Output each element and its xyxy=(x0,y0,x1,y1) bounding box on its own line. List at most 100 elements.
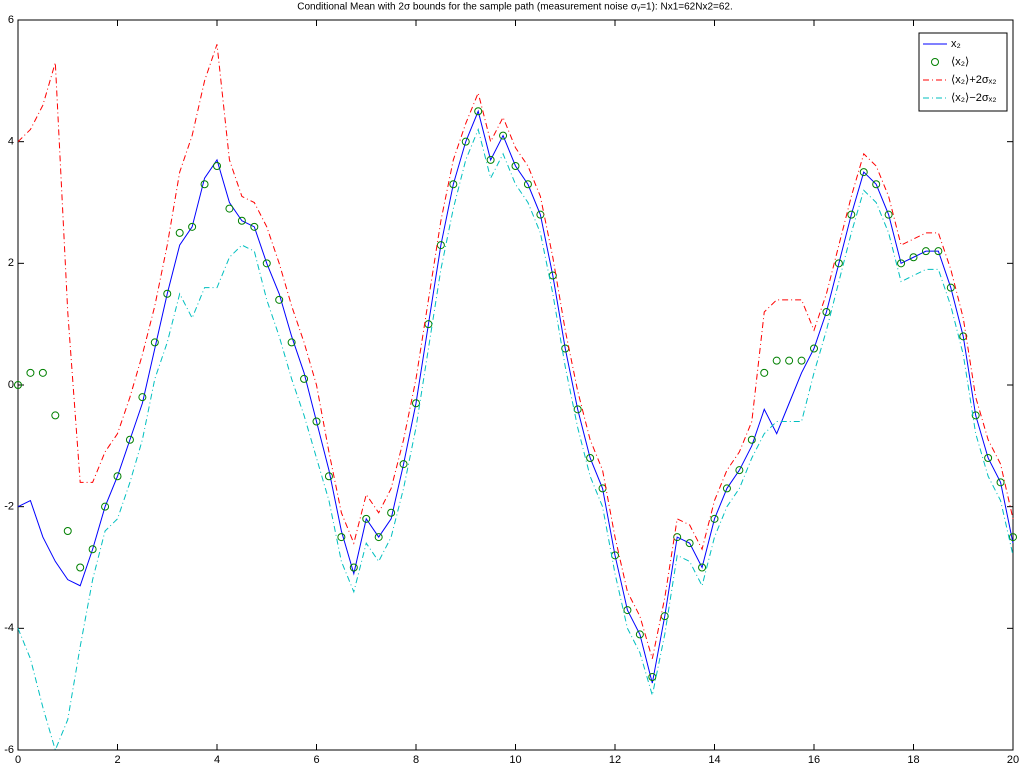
mean-marker xyxy=(374,533,383,542)
mean-marker xyxy=(1009,533,1017,542)
mean-marker xyxy=(648,673,657,681)
mean-marker xyxy=(237,216,246,225)
mean-marker xyxy=(710,514,719,523)
mean-marker xyxy=(200,180,209,189)
mean-marker xyxy=(511,162,520,170)
y-tick-label: -4 xyxy=(4,622,14,634)
x-tick-label: 2 xyxy=(114,754,120,766)
mean-marker xyxy=(486,155,495,164)
mean-marker xyxy=(76,563,85,572)
mean-marker xyxy=(287,338,296,347)
mean-marker xyxy=(225,204,234,213)
mean-marker xyxy=(946,283,955,292)
mean-marker xyxy=(312,417,321,426)
x-tick-label: 12 xyxy=(609,754,621,766)
mean-marker xyxy=(872,180,881,189)
y-tick-label: 0 xyxy=(8,379,14,391)
mean-marker xyxy=(735,466,744,475)
mean-marker xyxy=(213,162,221,170)
x-tick-label: 4 xyxy=(214,754,220,766)
mean-marker xyxy=(138,393,147,402)
x-tick-label: 0 xyxy=(15,754,21,766)
x-tick-label: 14 xyxy=(708,754,720,766)
mean-marker xyxy=(51,411,60,420)
mean-marker xyxy=(175,228,184,237)
mean-marker xyxy=(499,131,508,140)
mean-marker xyxy=(412,399,420,408)
mean-marker xyxy=(250,222,259,231)
mean-marker xyxy=(150,338,159,347)
mean-marker xyxy=(113,472,122,481)
mean-marker xyxy=(635,630,644,639)
y-tick-label: 6 xyxy=(8,14,14,26)
legend-box xyxy=(918,32,1008,112)
mean-marker xyxy=(747,435,756,444)
mean-marker xyxy=(909,253,918,262)
mean-marker xyxy=(337,533,346,542)
mean-marker xyxy=(14,381,22,389)
x-tick-label: 10 xyxy=(509,754,521,766)
x-tick-label: 6 xyxy=(313,754,319,766)
mean-marker xyxy=(822,308,831,316)
mean-marker xyxy=(63,527,72,535)
mean-marker xyxy=(387,508,396,517)
legend-swatch xyxy=(931,58,939,66)
mean-marker xyxy=(834,259,843,268)
legend-label: ⟨x₂⟩+2σₓ₂ xyxy=(951,74,997,86)
mean-marker xyxy=(523,180,532,189)
mean-marker xyxy=(125,435,134,444)
mean-marker xyxy=(101,502,110,511)
mean-marker xyxy=(474,107,483,116)
mean-marker xyxy=(324,472,333,481)
mean-marker xyxy=(971,411,980,420)
x-tick-label: 16 xyxy=(808,754,820,766)
mean-marker xyxy=(586,454,595,462)
mean-marker xyxy=(349,563,358,572)
mean-marker xyxy=(38,368,47,377)
legend-label: ⟨x₂⟩ xyxy=(951,56,969,68)
mean-marker xyxy=(300,374,309,383)
mean-marker xyxy=(934,247,943,256)
plot-frame xyxy=(17,19,1014,751)
mean-marker xyxy=(698,563,707,572)
mean-marker xyxy=(188,222,197,231)
mean-marker xyxy=(797,356,806,365)
series-line xyxy=(17,109,1014,684)
mean-marker xyxy=(760,368,769,377)
x-tick-label: 20 xyxy=(1007,754,1019,766)
mean-marker xyxy=(897,259,906,268)
legend-label: x₂ xyxy=(951,38,961,50)
mean-marker xyxy=(810,344,818,353)
mean-marker xyxy=(984,454,993,462)
x-tick-label: 18 xyxy=(907,754,919,766)
y-tick-label: 4 xyxy=(8,136,14,148)
legend: x₂ ⟨x₂⟩ ⟨x₂⟩+2σₓ₂ ⟨x₂⟩−2σₓ₂ xyxy=(918,32,1008,112)
mean-marker xyxy=(685,539,694,548)
mean-marker xyxy=(772,356,781,365)
mean-marker xyxy=(573,405,582,414)
y-tick-label: -2 xyxy=(4,501,14,513)
mean-marker xyxy=(26,368,35,377)
mean-marker xyxy=(673,533,682,542)
mean-marker xyxy=(859,168,868,177)
mean-marker xyxy=(722,484,731,493)
mean-marker xyxy=(362,514,371,523)
mean-marker xyxy=(449,180,458,189)
y-tick-label: 2 xyxy=(8,257,14,269)
mean-marker xyxy=(399,460,408,469)
mean-marker xyxy=(163,289,172,298)
x-tick-label: 8 xyxy=(413,754,419,766)
y-tick-label: -6 xyxy=(4,744,14,756)
mean-marker xyxy=(959,332,968,341)
mean-marker xyxy=(275,295,284,304)
mean-marker xyxy=(785,356,794,365)
mean-marker xyxy=(262,259,271,268)
mean-marker xyxy=(921,247,930,256)
mean-marker xyxy=(884,210,893,219)
mean-marker xyxy=(847,210,856,219)
mean-marker xyxy=(88,545,97,554)
mean-marker xyxy=(996,478,1005,487)
mean-marker xyxy=(461,137,470,146)
chart-title: Conditional Mean with 2σ bounds for the … xyxy=(297,2,733,13)
